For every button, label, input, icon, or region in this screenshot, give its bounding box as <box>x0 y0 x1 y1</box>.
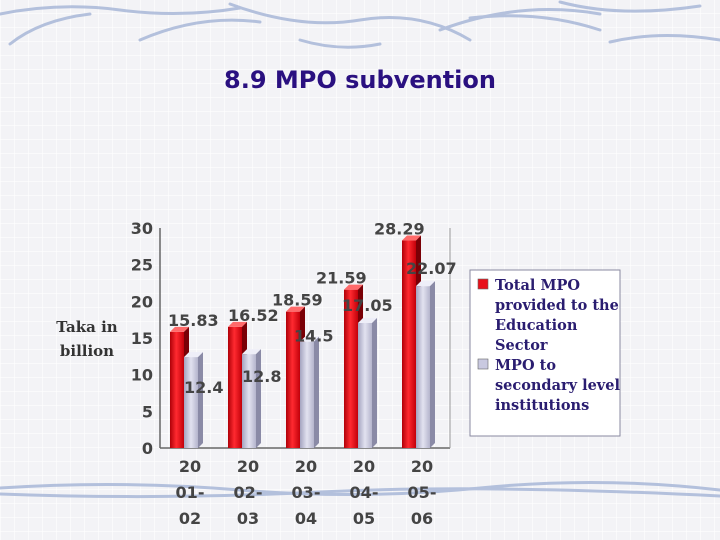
x-tick-label: 20 <box>179 457 201 476</box>
x-tick-label: 20 <box>353 457 375 476</box>
bar <box>358 317 377 448</box>
x-tick-label: 03- <box>292 483 321 502</box>
bar-face <box>286 311 300 448</box>
x-tick-label: 03 <box>237 509 259 528</box>
bar <box>416 281 435 448</box>
bar-top <box>242 349 261 355</box>
data-label: 28.29 <box>374 220 425 239</box>
bar-face <box>228 326 242 448</box>
bar-side <box>256 349 261 448</box>
legend-label: Sector <box>495 337 548 354</box>
legend-label: secondary level <box>495 377 620 394</box>
bar-face <box>300 341 314 448</box>
legend-label: institutions <box>495 397 589 414</box>
bar-top <box>170 326 189 332</box>
bar-face <box>402 240 416 448</box>
bar-face <box>344 289 358 448</box>
bar-face <box>184 357 198 448</box>
page-title: 8.9 MPO subvention <box>224 66 496 94</box>
data-label: 15.83 <box>168 311 219 330</box>
legend-label: MPO to <box>495 357 556 374</box>
y-tick-label: 10 <box>131 366 153 385</box>
data-label: 18.59 <box>272 291 323 310</box>
y-axis-label: billion <box>60 342 114 360</box>
data-label: 17.05 <box>342 296 393 315</box>
y-tick-label: 0 <box>142 439 153 458</box>
data-label: 21.59 <box>316 269 367 288</box>
bar-top <box>300 336 319 342</box>
y-tick-label: 5 <box>142 402 153 421</box>
bar-top <box>416 281 435 287</box>
x-tick-label: 06 <box>411 509 433 528</box>
bar-side <box>430 281 435 448</box>
x-tick-label: 05- <box>408 483 437 502</box>
y-axis-label: Taka in <box>56 318 117 336</box>
x-tick-label: 20 <box>295 457 317 476</box>
legend: Total MPO provided to the Education Sector M… <box>469 269 621 437</box>
legend-label: Total MPO <box>495 277 580 294</box>
bar-side <box>198 352 203 448</box>
bar-top <box>402 235 421 241</box>
data-label: 12.8 <box>242 367 281 386</box>
x-tick-label: 04 <box>295 509 317 528</box>
bar <box>300 336 319 448</box>
x-tick-label: 20 <box>237 457 259 476</box>
bar-top <box>184 352 203 358</box>
bar <box>242 349 261 448</box>
bar-face <box>242 354 256 448</box>
data-label: 22.07 <box>406 259 457 278</box>
x-tick-label: 02 <box>179 509 201 528</box>
bar-side <box>372 317 377 448</box>
data-label: 12.4 <box>184 378 223 397</box>
legend-label: provided to the <box>495 297 619 314</box>
bar <box>184 352 203 448</box>
y-tick-label: 30 <box>131 219 153 238</box>
legend-swatch <box>477 278 489 290</box>
bar-side <box>314 336 319 448</box>
bar-face <box>416 286 430 448</box>
x-tick-label: 02- <box>234 483 263 502</box>
x-tick-label: 05 <box>353 509 375 528</box>
data-label: 16.52 <box>228 306 279 325</box>
x-tick-label: 01- <box>176 483 205 502</box>
y-tick-label: 15 <box>131 329 153 348</box>
data-label: 14.5 <box>294 327 333 346</box>
legend-label: Education <box>495 317 578 334</box>
x-tick-label: 20 <box>411 457 433 476</box>
x-tick-label: 04- <box>350 483 379 502</box>
legend-box <box>469 269 621 437</box>
legend-swatch <box>477 358 489 370</box>
bar-top <box>286 306 305 312</box>
y-tick-label: 25 <box>131 256 153 275</box>
bar-face <box>170 331 184 448</box>
bar-top <box>228 321 247 327</box>
bar-face <box>358 322 372 448</box>
y-tick-label: 20 <box>131 292 153 311</box>
bar-top <box>358 317 377 323</box>
bar-top <box>344 284 363 290</box>
